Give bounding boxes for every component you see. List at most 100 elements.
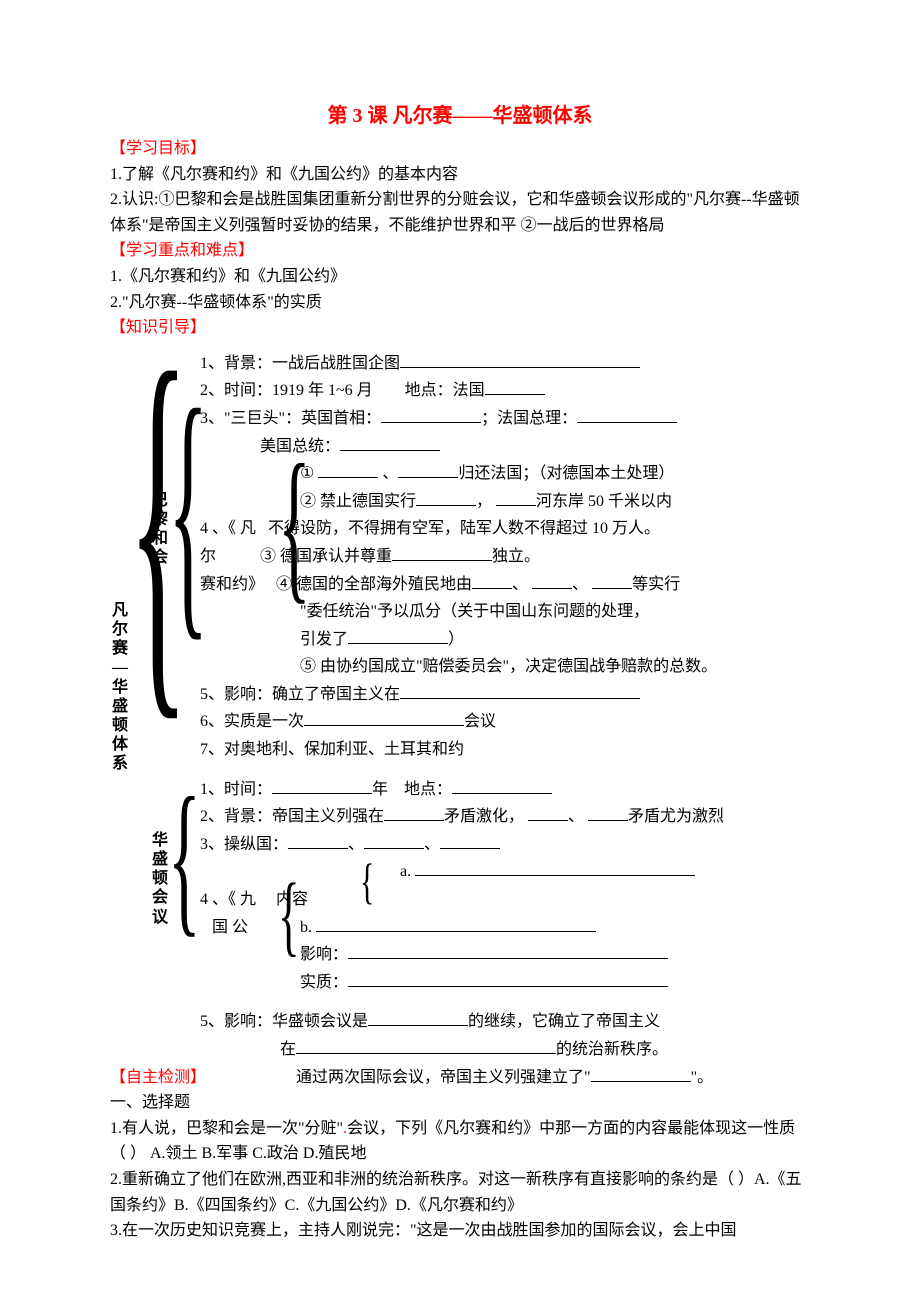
blank[interactable] bbox=[348, 970, 668, 987]
page-root: 第 3 课 凡尔赛——华盛顿体系 【学习目标】 1.了解《凡尔赛和约》和《九国公… bbox=[0, 0, 920, 1302]
blank[interactable] bbox=[368, 1009, 468, 1026]
text: 2、背景：帝国主义列强在 bbox=[200, 808, 384, 825]
blank[interactable] bbox=[318, 461, 378, 478]
mc-q2: 2.重新确立了他们在欧洲,西亚和非洲的统治新秩序。对这一新秩序有直接影响的条约是… bbox=[110, 1167, 810, 1218]
blank[interactable] bbox=[316, 915, 596, 932]
text: 1.有人说，巴黎和会是一次"分赃" bbox=[110, 1120, 343, 1137]
bracket-icon: { bbox=[278, 431, 311, 618]
blank[interactable] bbox=[400, 351, 640, 368]
wash-2: 2、背景：帝国主义列强在 矛盾激化， 、 矛盾尤为激烈 bbox=[200, 804, 810, 830]
blank[interactable] bbox=[472, 572, 512, 589]
blank[interactable] bbox=[577, 406, 677, 423]
blank[interactable] bbox=[340, 434, 440, 451]
blank[interactable] bbox=[440, 832, 500, 849]
paris-6: 6、实质是一次 会议 bbox=[200, 709, 810, 735]
blank[interactable] bbox=[288, 832, 348, 849]
text: 2、时间：1919 年 1~6 月 bbox=[200, 382, 373, 399]
text: 4 、《 凡 bbox=[200, 520, 256, 537]
text: 归还法国；（对德国本土处理） bbox=[458, 465, 674, 482]
text: ⑤ 由协约国成立"赔偿委员会"，决定德国战争赔款的总数。 bbox=[300, 658, 717, 675]
text: 在 bbox=[280, 1041, 296, 1058]
text: 、 bbox=[572, 576, 588, 593]
goal-1: 1.了解《凡尔赛和约》和《九国公约》的基本内容 bbox=[110, 162, 810, 188]
mc-q3: 3.在一次历史知识竞赛上，主持人刚说完："这是一次由战胜国参加的国际会议，会上中… bbox=[110, 1218, 810, 1244]
blank[interactable] bbox=[452, 777, 552, 794]
blank[interactable] bbox=[528, 804, 568, 821]
text: 引发了 bbox=[300, 631, 348, 648]
text: 地点： bbox=[404, 781, 452, 798]
bracket-icon: { bbox=[278, 866, 300, 965]
selftest-text: 通过两次国际会议，帝国主义列强建立了" "。 bbox=[296, 1065, 713, 1091]
mc-q1: 1.有人说，巴黎和会是一次"分赃".会议，下列《凡尔赛和约》中那一方面的内容最能… bbox=[110, 1116, 810, 1167]
main-vertical-label: 凡尔赛—华盛顿体系 bbox=[110, 601, 130, 774]
blank[interactable] bbox=[592, 572, 632, 589]
selftest-heading: 【自主检测】 bbox=[110, 1065, 206, 1091]
blank[interactable] bbox=[348, 942, 668, 959]
text: 1、时间： bbox=[200, 781, 272, 798]
text: a. bbox=[400, 863, 411, 880]
text: "委任统治"予以瓜分（关于中国山东问题的处理， bbox=[300, 603, 649, 620]
blank[interactable] bbox=[296, 1037, 556, 1054]
focus-heading: 【学习重点和难点】 bbox=[110, 238, 810, 264]
bracket-icon: { bbox=[360, 854, 374, 909]
wash-5b: 在的统治新秩序。 bbox=[200, 1037, 810, 1063]
guide-heading: 【知识引导】 bbox=[110, 315, 810, 341]
blank[interactable] bbox=[591, 1065, 691, 1082]
lesson-title: 第 3 课 凡尔赛——华盛顿体系 bbox=[110, 100, 810, 132]
treaty-5: ⑤ 由协约国成立"赔偿委员会"，决定德国战争赔款的总数。 bbox=[200, 654, 810, 680]
text: 矛盾尤为激烈 bbox=[628, 808, 724, 825]
text: "。 bbox=[691, 1069, 714, 1086]
bracket-icon: { bbox=[168, 291, 208, 725]
blank[interactable] bbox=[381, 406, 481, 423]
blank[interactable] bbox=[304, 709, 464, 726]
text: 、 bbox=[568, 808, 584, 825]
text: 影响： bbox=[300, 946, 348, 963]
blank[interactable] bbox=[485, 378, 545, 395]
text: b. bbox=[300, 919, 312, 936]
blank[interactable] bbox=[364, 832, 424, 849]
blank[interactable] bbox=[392, 544, 492, 561]
blank[interactable] bbox=[398, 461, 458, 478]
blank[interactable] bbox=[400, 682, 640, 699]
blank[interactable] bbox=[416, 489, 476, 506]
blank[interactable] bbox=[588, 804, 628, 821]
text: 河东岸 50 千米以内 bbox=[536, 493, 672, 510]
text: ；法国总理： bbox=[481, 410, 577, 427]
text: 矛盾激化， bbox=[444, 808, 524, 825]
text: 6、实质是一次 bbox=[200, 713, 304, 730]
mc-heading: 一、选择题 bbox=[110, 1090, 810, 1116]
text: 的继续，它确立了帝国主义 bbox=[468, 1013, 660, 1030]
bracket-icon: { bbox=[168, 726, 201, 990]
blank[interactable] bbox=[415, 859, 695, 876]
wash-essence: 实质： bbox=[200, 970, 810, 996]
goal-2: 2.认识:①巴黎和会是战胜国集团重新分割世界的分赃会议，它和华盛顿会议形成的"凡… bbox=[110, 187, 810, 238]
text: 独立。 bbox=[492, 548, 540, 565]
text: 通过两次国际会议，帝国主义列强建立了" bbox=[296, 1069, 591, 1086]
focus-1: 1.《凡尔赛和约》和《九国公约》 bbox=[110, 264, 810, 290]
blank[interactable] bbox=[532, 572, 572, 589]
text: ） bbox=[448, 631, 464, 648]
focus-2: 2."凡尔赛--华盛顿体系"的实质 bbox=[110, 290, 810, 316]
text: 5、影响：华盛顿会议是 bbox=[200, 1013, 368, 1030]
blank[interactable] bbox=[496, 489, 536, 506]
text: 不得设防，不得拥有空军，陆军人数不得超过 10 万人。 bbox=[268, 520, 660, 537]
diagram-area: { { { { { { 凡尔赛—华盛顿体系 巴黎和会 华盛顿会议 1、背景：一战… bbox=[110, 351, 810, 1063]
blank[interactable] bbox=[348, 627, 448, 644]
text: 国 公 bbox=[212, 919, 248, 936]
wash-5: 5、影响：华盛顿会议是 的继续，它确立了帝国主义 bbox=[200, 1009, 810, 1035]
wash-1: 1、时间：年 地点： bbox=[200, 777, 810, 803]
goals-heading: 【学习目标】 bbox=[110, 136, 810, 162]
text: ② 禁止德国实行 bbox=[300, 493, 416, 510]
text: 、 bbox=[512, 576, 528, 593]
paris-big3: 3、"三巨头"：英国首相： ；法国总理： bbox=[200, 406, 810, 432]
text: 3、"三巨头"：英国首相： bbox=[200, 410, 381, 427]
blank[interactable] bbox=[272, 777, 372, 794]
text: 等实行 bbox=[632, 576, 680, 593]
paris-bg: 1、背景：一战后战胜国企图 bbox=[200, 351, 810, 377]
paris-time: 2、时间：1919 年 1~6 月 地点：法国 bbox=[200, 378, 810, 404]
blank[interactable] bbox=[384, 804, 444, 821]
text: 7、对奥地利、保加利亚、土耳其和约 bbox=[200, 741, 464, 758]
text: 3、操纵国： bbox=[200, 836, 288, 853]
text: 会议 bbox=[464, 713, 496, 730]
text: 5、影响：确立了帝国主义在 bbox=[200, 686, 400, 703]
